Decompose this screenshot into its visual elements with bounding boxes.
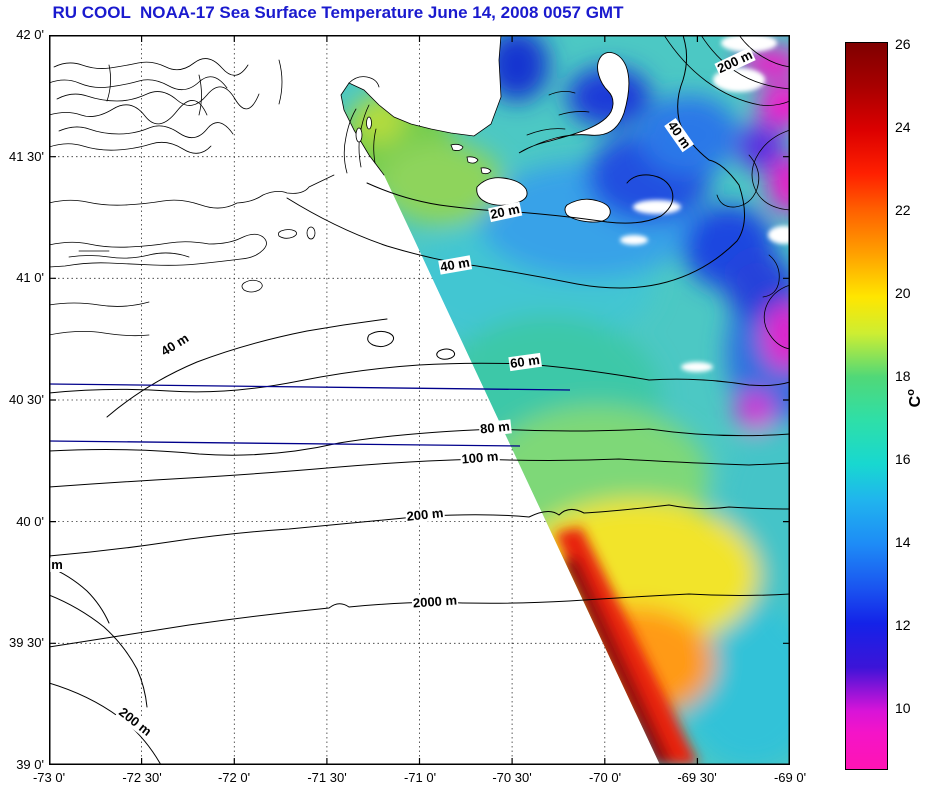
y-tick-label: 39 30'	[8, 635, 44, 650]
x-tick-label: -69 0'	[773, 770, 807, 785]
colorbar-tick-label: 22	[895, 202, 911, 218]
y-tick-label: 41 30'	[8, 149, 44, 164]
x-tick-label: -72 0'	[217, 770, 251, 785]
colorbar-tick-label: 12	[895, 617, 911, 633]
sst-swath	[341, 35, 790, 765]
colorbar-gradient	[845, 42, 888, 770]
x-tick-label: -73 0'	[32, 770, 66, 785]
colorbar-units-label: Co	[905, 381, 925, 415]
colorbar-tick-label: 10	[895, 700, 911, 716]
x-tick-label: -70 30'	[492, 770, 532, 785]
page-title: RU COOL NOAA-17 Sea Surface Temperature …	[52, 3, 624, 22]
transect-lines	[49, 383, 571, 447]
colorbar-units-sup: o	[904, 389, 917, 396]
axis-ticks	[49, 35, 790, 765]
colorbar-tick-label: 20	[895, 285, 911, 301]
colorbar-tick-label: 18	[895, 368, 911, 384]
no-data-gaps	[620, 35, 790, 372]
y-tick-label: 41 0'	[16, 270, 44, 285]
x-tick-label: -70 0'	[588, 770, 622, 785]
plot-border	[49, 35, 790, 765]
colorbar-tick-label: 14	[895, 534, 911, 550]
y-tick-label: 40 30'	[8, 392, 44, 407]
y-tick-label: 42 0'	[16, 27, 44, 42]
contour-label-m-edge: m	[50, 557, 64, 572]
y-tick-label: 39 0'	[16, 757, 44, 772]
x-tick-label: -69 30'	[677, 770, 717, 785]
colorbar-units-base: C	[907, 395, 925, 408]
coastlines	[49, 35, 790, 350]
map-canvas	[49, 35, 790, 765]
colorbar-tick-label: 16	[895, 451, 911, 467]
y-tick-label: 40 0'	[16, 514, 44, 529]
colorbar-tick-label: 24	[895, 119, 911, 135]
colorbar-tick-label: 26	[895, 36, 911, 52]
map-plot: 200 m 40 m 20 m 40 m 40 m 60 m 80 m 100 …	[49, 35, 790, 765]
x-tick-label: -72 30'	[122, 770, 162, 785]
x-tick-label: -71 0'	[403, 770, 437, 785]
x-tick-label: -71 30'	[307, 770, 347, 785]
